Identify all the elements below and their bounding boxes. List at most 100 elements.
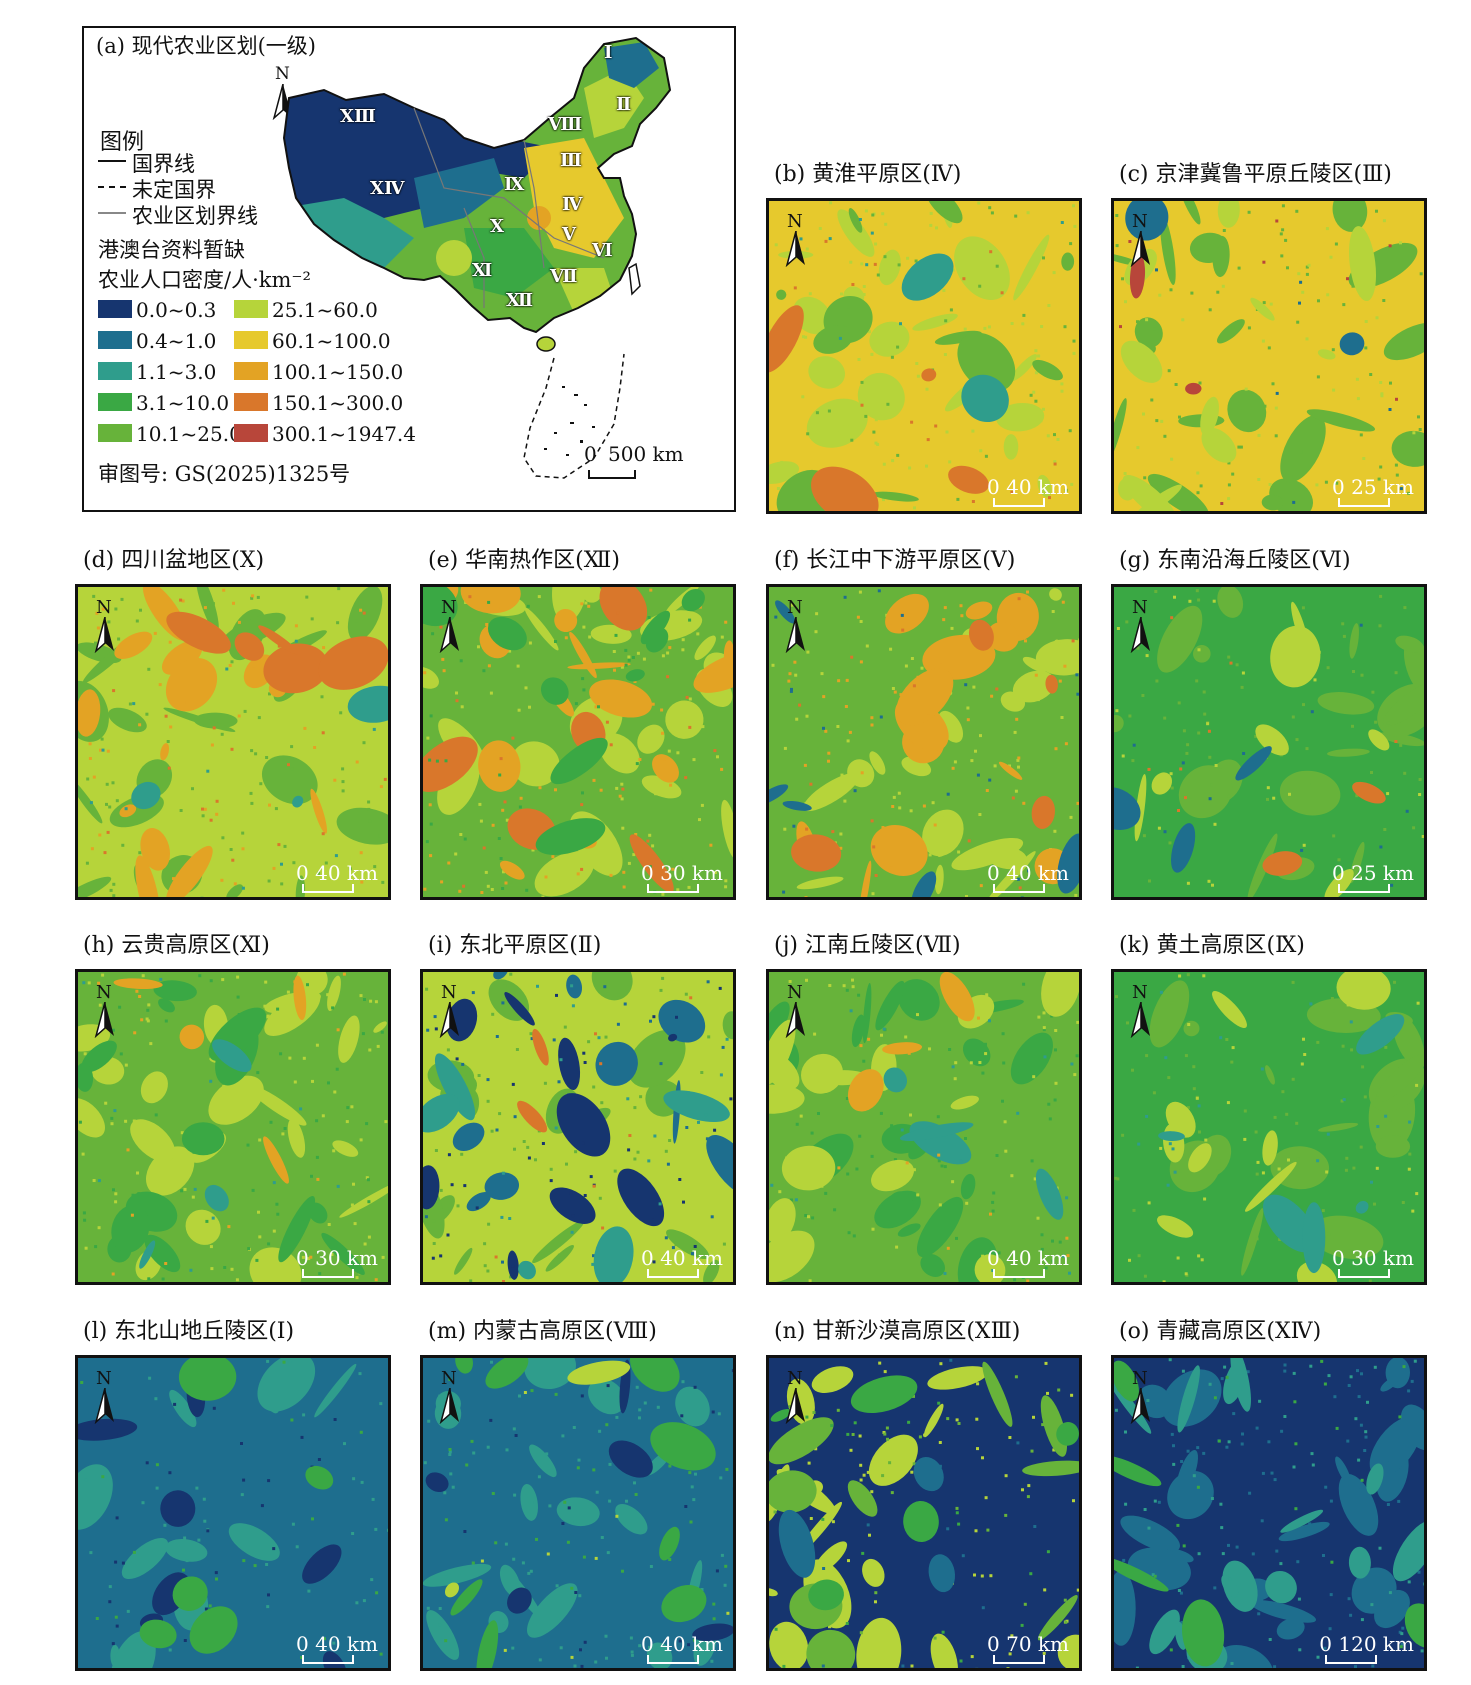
- north-arrow-icon: N: [783, 1368, 809, 1428]
- panel-scale-bar: 0 30 km: [641, 861, 723, 893]
- panel-caption-d: (d) 四川盆地区(Ⅹ): [83, 548, 265, 573]
- national-line-swatch: [98, 160, 126, 162]
- legend-swatch: [234, 331, 268, 349]
- north-arrow-icon: N: [1128, 211, 1154, 271]
- legend-swatch: [98, 362, 132, 380]
- panel-scale-bar: 0 40 km: [641, 1246, 723, 1278]
- legend-national: 国界线: [132, 152, 195, 176]
- panel-caption-g: (g) 东南沿海丘陵区(Ⅵ): [1119, 548, 1351, 573]
- scale-text: 30 km: [308, 1246, 378, 1270]
- review-number: 审图号: GS(2025)1325号: [98, 462, 351, 486]
- panel-scale-bar: 0 40 km: [296, 861, 378, 893]
- scale-zero: 0: [296, 861, 309, 885]
- panel-scale-bar: 0 25 km: [1332, 475, 1414, 507]
- panel-map-c: N 0 25 km: [1111, 198, 1427, 514]
- scale-text: 25 km: [1344, 475, 1414, 499]
- scale-zero: 0: [1332, 1246, 1345, 1270]
- panel-caption-b: (b) 黄淮平原区(Ⅳ): [774, 162, 962, 187]
- scale-zero: 0: [1332, 475, 1345, 499]
- legend-swatch: [234, 300, 268, 318]
- panel-caption-c: (c) 京津冀鲁平原丘陵区(Ⅲ): [1119, 162, 1392, 187]
- panel-map-n: N 0 70 km: [766, 1355, 1082, 1671]
- north-arrow-icon: N: [92, 1368, 118, 1428]
- note-hmt: 港澳台资料暂缺: [98, 238, 245, 262]
- legend-swatch: [234, 424, 268, 442]
- scale-zero: 0: [296, 1246, 309, 1270]
- panel-scale-bar: 0 40 km: [987, 475, 1069, 507]
- zone-label: Ⅵ: [592, 240, 613, 261]
- density-label: 农业人口密度/人·km⁻²: [98, 268, 311, 292]
- legend-label: 1.1~3.0: [136, 360, 217, 384]
- panel-scale-bar: 0 40 km: [987, 1246, 1069, 1278]
- north-arrow-icon: N: [1128, 982, 1154, 1042]
- zone-label: Ⅶ: [550, 266, 578, 287]
- panel-map-d: N 0 40 km: [75, 584, 391, 900]
- panel-map-e: N 0 30 km: [420, 584, 736, 900]
- legend-zone-line: 农业区划界线: [132, 204, 258, 228]
- panel-caption-n: (n) 甘新沙漠高原区(ⅩⅢ): [774, 1319, 1021, 1344]
- panel-map-m: N 0 40 km: [420, 1355, 736, 1671]
- panel-scale-bar: 0 70 km: [987, 1632, 1069, 1664]
- scale-text: 40 km: [308, 1632, 378, 1656]
- panel-scale-bar: 0 30 km: [1332, 1246, 1414, 1278]
- panel-map-i: N 0 40 km: [420, 969, 736, 1285]
- panel-caption-h: (h) 云贵高原区(Ⅺ): [83, 933, 270, 958]
- scale-zero: 0: [987, 861, 1000, 885]
- zone-label: Ⅹ: [490, 216, 504, 237]
- legend-label: 0.0~0.3: [136, 298, 217, 322]
- scale-text: 40 km: [653, 1632, 723, 1656]
- main-map-caption: (a) 现代农业区划(一级): [96, 34, 316, 58]
- panel-map-j: N 0 40 km: [766, 969, 1082, 1285]
- legend-label: 150.1~300.0: [272, 391, 404, 415]
- panel-caption-f: (f) 长江中下游平原区(Ⅴ): [774, 548, 1016, 573]
- legend-label: 3.1~10.0: [136, 391, 230, 415]
- panel-caption-m: (m) 内蒙古高原区(Ⅷ): [428, 1319, 657, 1344]
- scale-text: 30 km: [653, 861, 723, 885]
- panel-scale-bar: 0 120 km: [1319, 1632, 1414, 1664]
- north-arrow-icon: N: [437, 982, 463, 1042]
- scale-text: 500 km: [608, 442, 684, 466]
- zone-label: ⅩⅣ: [370, 178, 405, 199]
- zone-line-swatch: [98, 212, 126, 214]
- panel-map-h: N 0 30 km: [75, 969, 391, 1285]
- panel-caption-o: (o) 青藏高原区(ⅩⅣ): [1119, 1319, 1322, 1344]
- scale-zero: 0: [1332, 861, 1345, 885]
- panel-scale-bar: 0 40 km: [641, 1632, 723, 1664]
- legend-swatch: [98, 393, 132, 411]
- legend-label: 300.1~1947.4: [272, 422, 416, 446]
- legend-title: 图例: [100, 130, 145, 155]
- legend-label: 10.1~25.0: [136, 422, 242, 446]
- zone-label: Ⅴ: [562, 224, 576, 245]
- panel-caption-j: (j) 江南丘陵区(Ⅶ): [774, 933, 961, 958]
- scale-zero: 0: [641, 861, 654, 885]
- north-arrow-icon: N: [437, 1368, 463, 1428]
- panel-caption-i: (i) 东北平原区(Ⅱ): [428, 933, 602, 958]
- panel-scale-bar: 0 40 km: [296, 1632, 378, 1664]
- legend-undetermined: 未定国界: [132, 178, 216, 202]
- china-map: [282, 36, 672, 479]
- scale-zero: 0: [641, 1632, 654, 1656]
- north-arrow-icon: N: [783, 597, 809, 657]
- north-arrow-icon: N: [783, 211, 809, 271]
- north-arrow-icon: N: [92, 982, 118, 1042]
- north-arrow-icon: N: [92, 597, 118, 657]
- zone-label: Ⅲ: [560, 150, 582, 171]
- panel-map-o: N 0 120 km: [1111, 1355, 1427, 1671]
- panel-scale-bar: 0 30 km: [296, 1246, 378, 1278]
- main-map-frame: (a) 现代农业区划(一级) N: [82, 26, 736, 512]
- legend-swatch: [98, 300, 132, 318]
- scale-zero: 0: [641, 1246, 654, 1270]
- panel-caption-k: (k) 黄土高原区(Ⅸ): [1119, 933, 1305, 958]
- north-arrow-icon: N: [1128, 597, 1154, 657]
- north-label: N: [275, 64, 290, 84]
- zone-label: Ⅱ: [616, 94, 632, 115]
- north-arrow-icon: N: [1128, 1368, 1154, 1428]
- zone-label: Ⅰ: [604, 42, 613, 63]
- panel-map-g: N 0 25 km: [1111, 584, 1427, 900]
- scale-text: 40 km: [999, 475, 1069, 499]
- panel-map-b: N 0 40 km: [766, 198, 1082, 514]
- scale-zero: 0: [987, 1246, 1000, 1270]
- panel-scale-bar: 0 25 km: [1332, 861, 1414, 893]
- scale-zero: 0: [987, 475, 1000, 499]
- scale-text: 30 km: [1344, 1246, 1414, 1270]
